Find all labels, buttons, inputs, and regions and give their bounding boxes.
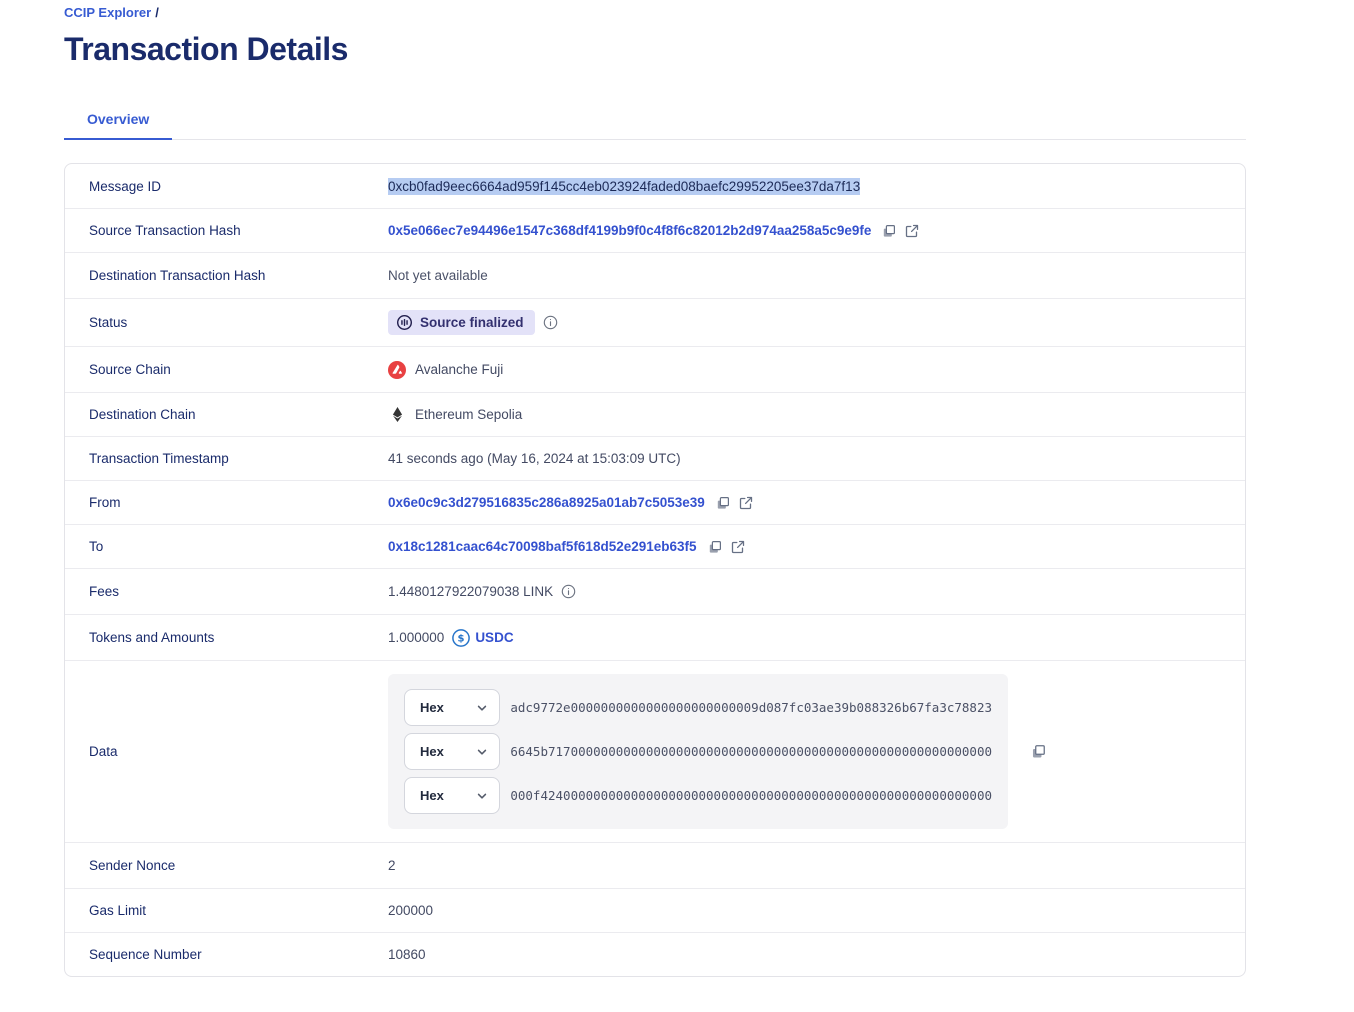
data-label: Data [89, 744, 118, 759]
breadcrumb-ccip-explorer-link[interactable]: CCIP Explorer [64, 5, 152, 20]
fees-value: 1.4480127922079038 LINK [388, 584, 554, 599]
transaction-details-card: Message ID 0xcb0fad9eec6664ad959f145cc4e… [64, 163, 1246, 977]
info-icon[interactable] [543, 315, 558, 330]
row-fees: Fees 1.4480127922079038 LINK [65, 568, 1245, 614]
external-link-icon[interactable] [738, 495, 754, 511]
svg-text:$: $ [458, 633, 465, 644]
chevron-down-icon [476, 746, 488, 758]
sequence-number-value: 10860 [388, 947, 426, 962]
tab-overview[interactable]: Overview [64, 101, 173, 140]
tab-bar: Overview [64, 101, 1246, 140]
avalanche-logo-icon [388, 360, 406, 379]
hex-format-select[interactable]: Hex [404, 733, 501, 770]
row-sequence-number: Sequence Number 10860 [65, 932, 1245, 976]
sender-nonce-label: Sender Nonce [89, 858, 176, 873]
data-hex-line: 000f424000000000000000000000000000000000… [510, 788, 992, 803]
row-timestamp: Transaction Timestamp 41 seconds ago (Ma… [65, 436, 1245, 480]
external-link-icon[interactable] [730, 539, 746, 555]
row-sender-nonce: Sender Nonce 2 [65, 842, 1245, 888]
from-address-link[interactable]: 0x6e0c9c3d279516835c286a8925a01ab7c5053e… [388, 495, 705, 510]
data-line: Hex 6645b7170000000000000000000000000000… [404, 733, 992, 770]
source-chain-value: Avalanche Fuji [388, 360, 504, 379]
status-badge-text: Source finalized [420, 315, 524, 330]
copy-icon[interactable] [1030, 743, 1047, 760]
dest-tx-hash-value: Not yet available [388, 268, 488, 283]
row-source-chain: Source Chain Avalanche Fuji [65, 346, 1245, 392]
breadcrumb-separator: / [155, 5, 159, 20]
fees-label: Fees [89, 584, 120, 599]
timestamp-label: Transaction Timestamp [89, 451, 229, 466]
status-label: Status [89, 315, 128, 330]
data-hex-line: 6645b71700000000000000000000000000000000… [510, 744, 992, 759]
hex-format-select[interactable]: Hex [404, 689, 501, 726]
external-link-icon[interactable] [904, 223, 920, 239]
token-symbol: USDC [475, 630, 514, 645]
dest-chain-label: Destination Chain [89, 407, 196, 422]
dest-tx-hash-label: Destination Transaction Hash [89, 268, 266, 283]
chevron-down-icon [476, 790, 488, 802]
usdc-token-icon: $ [452, 628, 471, 647]
row-data: Data Hex adc9772e00000000000000000000000… [65, 660, 1245, 842]
copy-icon[interactable] [707, 539, 723, 555]
to-label: To [89, 539, 104, 554]
row-dest-tx-hash: Destination Transaction Hash Not yet ava… [65, 252, 1245, 298]
copy-icon[interactable] [881, 223, 897, 239]
timestamp-value: 41 seconds ago (May 16, 2024 at 15:03:09… [388, 451, 681, 466]
data-line: Hex adc9772e0000000000000000000000009d08… [404, 689, 992, 726]
gas-limit-value: 200000 [388, 903, 434, 918]
row-dest-chain: Destination Chain Ethereum Sepolia [65, 392, 1245, 436]
hex-format-select[interactable]: Hex [404, 777, 501, 814]
dest-chain-value: Ethereum Sepolia [388, 406, 522, 423]
status-progress-icon [396, 314, 413, 331]
sender-nonce-value: 2 [388, 858, 396, 873]
row-tokens: Tokens and Amounts 1.000000 $ USDC [65, 614, 1245, 660]
data-hex-box: Hex adc9772e0000000000000000000000009d08… [388, 674, 1008, 829]
row-status: Status Source finalized [65, 298, 1245, 346]
info-icon[interactable] [561, 584, 576, 599]
message-id-value: 0xcb0fad9eec6664ad959f145cc4eb023924fade… [388, 177, 861, 195]
message-id-label: Message ID [89, 178, 162, 194]
row-gas-limit: Gas Limit 200000 [65, 888, 1245, 932]
chevron-down-icon [476, 702, 488, 714]
row-source-tx-hash: Source Transaction Hash 0x5e066ec7e94496… [65, 208, 1245, 252]
dest-chain-name: Ethereum Sepolia [415, 407, 523, 422]
data-hex-line: adc9772e0000000000000000000000009d087fc0… [510, 700, 992, 715]
source-tx-hash-link[interactable]: 0x5e066ec7e94496e1547c368df4199b9f0c4f8f… [388, 223, 872, 238]
status-badge: Source finalized [388, 310, 535, 335]
source-tx-hash-label: Source Transaction Hash [89, 223, 241, 238]
gas-limit-label: Gas Limit [89, 903, 147, 918]
from-label: From [89, 495, 121, 510]
token-usdc-link[interactable]: $ USDC [452, 628, 514, 647]
source-chain-label: Source Chain [89, 362, 171, 377]
data-line: Hex 000f42400000000000000000000000000000… [404, 777, 992, 814]
page-title: Transaction Details [64, 31, 348, 67]
ethereum-logo-icon [388, 406, 406, 423]
row-from: From 0x6e0c9c3d279516835c286a8925a01ab7c… [65, 480, 1245, 524]
copy-icon[interactable] [715, 495, 731, 511]
tokens-label: Tokens and Amounts [89, 630, 215, 645]
breadcrumb: CCIP Explorer / [64, 5, 1246, 21]
page-content: CCIP Explorer / Transaction Details Overv… [64, 0, 1246, 977]
row-message-id: Message ID 0xcb0fad9eec6664ad959f145cc4e… [65, 164, 1245, 208]
token-amount: 1.000000 [388, 630, 445, 645]
sequence-number-label: Sequence Number [89, 947, 202, 962]
row-to: To 0x18c1281caac64c70098baf5f618d52e291e… [65, 524, 1245, 568]
to-address-link[interactable]: 0x18c1281caac64c70098baf5f618d52e291eb63… [388, 539, 697, 554]
source-chain-name: Avalanche Fuji [415, 362, 504, 377]
